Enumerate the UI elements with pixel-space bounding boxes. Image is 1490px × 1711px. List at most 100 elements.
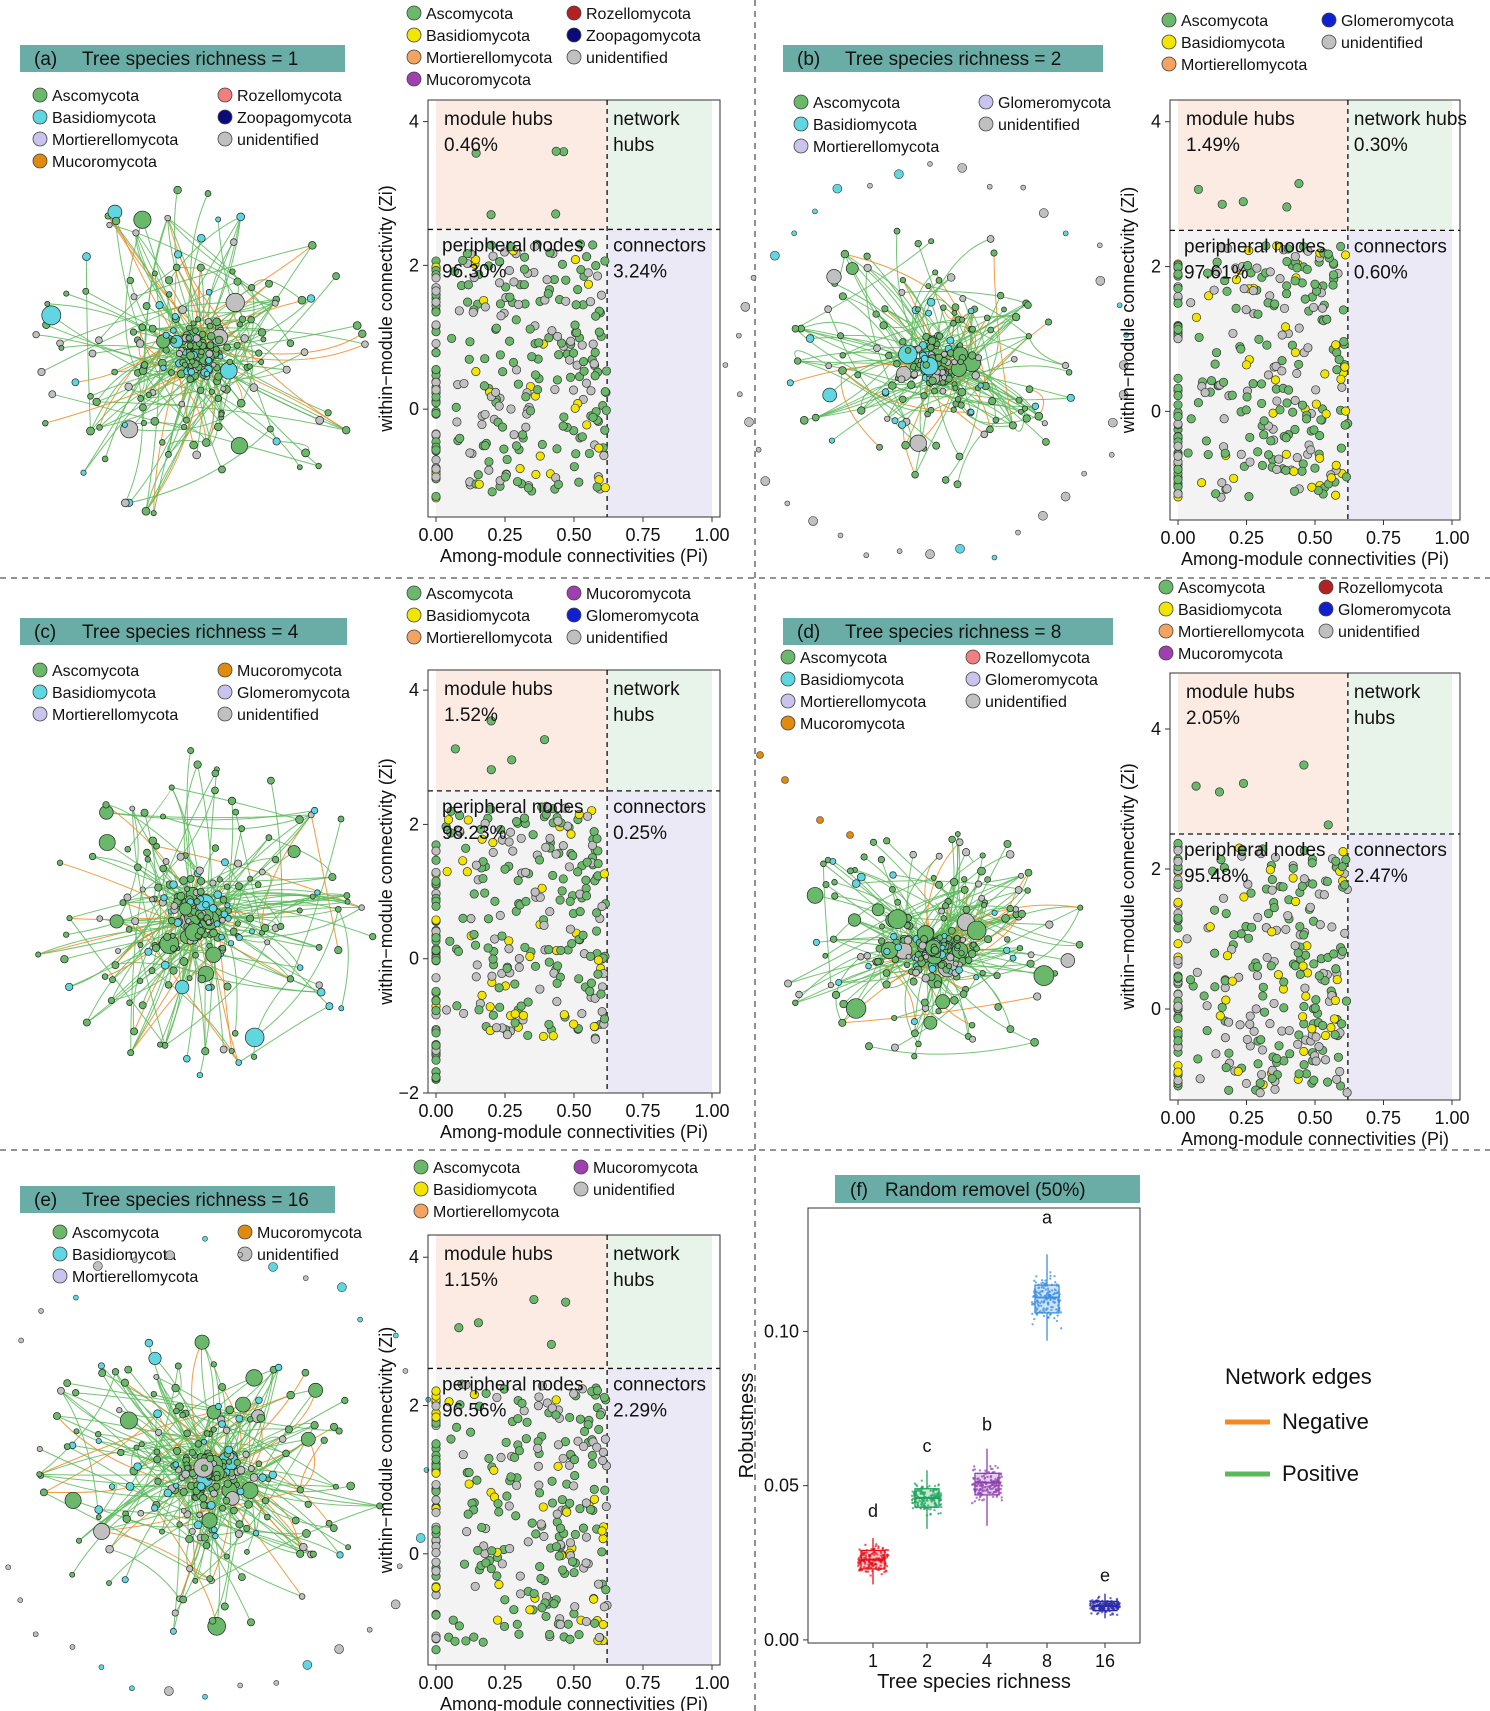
network-node [901, 440, 910, 450]
scatter-point [1238, 197, 1248, 207]
network-node [138, 1441, 145, 1448]
network-node [186, 351, 195, 360]
scatter-point [1252, 971, 1262, 981]
network-node [975, 354, 982, 362]
network-node [178, 305, 187, 315]
scatter-point [552, 444, 562, 454]
scatter-point [520, 942, 530, 952]
scatter-point [448, 1615, 458, 1625]
network-node [923, 1015, 938, 1030]
network-node [148, 324, 157, 333]
network-node [200, 1533, 209, 1542]
scatter-point [569, 462, 579, 472]
jitter-point [877, 1546, 880, 1550]
scatter-point [1307, 482, 1317, 492]
scatter-point [1257, 1045, 1268, 1055]
network-node [827, 981, 835, 989]
network-node [786, 379, 794, 387]
network-node [297, 295, 307, 305]
scatter-point [586, 386, 596, 396]
zipi-legend-item: Mucoromycota [426, 72, 531, 89]
network-node [188, 1527, 196, 1535]
network-node [218, 465, 226, 474]
scatter-point [1265, 1019, 1275, 1029]
quadrant-value: 2.29% [613, 1400, 667, 1421]
scatter-point [431, 1507, 441, 1518]
scatter-point [1299, 760, 1309, 770]
scatter-point [536, 1519, 546, 1529]
network-node [245, 1369, 263, 1387]
network-node [831, 990, 841, 999]
network-node [155, 1428, 163, 1436]
scatter-point [446, 1434, 456, 1444]
y-axis-label: within−module connectivity (Zi) [376, 758, 396, 1006]
network-edge [167, 440, 207, 455]
zipi-legend-item: unidentified [1341, 35, 1423, 52]
network-edge [167, 375, 196, 455]
scatter-point [464, 1467, 474, 1477]
network-node [325, 1002, 334, 1011]
network-node [935, 277, 943, 284]
network-node [182, 361, 188, 368]
network-node [247, 1618, 255, 1627]
network-node [192, 327, 199, 334]
scatter-point [1340, 362, 1350, 372]
scatter-point [431, 1645, 441, 1655]
scatter-point [431, 867, 441, 877]
scatter-point [1210, 905, 1220, 915]
scatter-point [508, 357, 519, 368]
network-node [337, 1282, 347, 1293]
scatter-point [575, 239, 585, 249]
x-tick-label: 0.75 [625, 1101, 660, 1121]
scatter-point [470, 940, 481, 950]
scatter-point [1311, 995, 1321, 1005]
jitter-point [999, 1481, 1002, 1484]
scatter-point [471, 972, 481, 982]
network-node [300, 348, 309, 357]
scatter-point [1252, 962, 1262, 972]
scatter-point [1322, 876, 1332, 887]
x-tick-label: 1.00 [1434, 528, 1469, 548]
scatter-point [1302, 264, 1312, 274]
legend-swatch-unidentified [1318, 623, 1334, 639]
scatter-point [534, 855, 545, 865]
scatter-point [1336, 374, 1346, 384]
network-node [218, 1420, 226, 1428]
network-edge [38, 1371, 116, 1475]
y-tick-label: 2 [1151, 859, 1161, 879]
network-node [309, 1550, 317, 1558]
scatter-point [1211, 489, 1221, 499]
network-node [909, 434, 927, 452]
scatter-point [471, 860, 481, 870]
scatter-point [1314, 971, 1324, 981]
network-node [182, 416, 190, 424]
scatter-point [1340, 250, 1351, 260]
scatter-point [479, 381, 489, 391]
network-node [1062, 230, 1069, 237]
significance-letter: d [868, 1501, 878, 1521]
scatter-point [545, 1629, 555, 1639]
network-node [186, 324, 193, 332]
network-node [195, 316, 202, 323]
scatter-point [591, 311, 601, 321]
scatter-point [1241, 305, 1251, 315]
network-node [954, 943, 961, 950]
scatter-point [1269, 998, 1279, 1008]
network-node [925, 309, 932, 317]
legend-swatch-basidiomycota [413, 1181, 429, 1197]
scatter-point [1294, 1069, 1304, 1079]
scatter-point [442, 866, 452, 877]
scatter-point [558, 841, 568, 851]
scatter-point [1229, 473, 1239, 483]
scatter-point [1292, 368, 1302, 379]
network-node [1065, 369, 1073, 376]
network-node [94, 1505, 103, 1514]
scatter-point [597, 901, 607, 911]
x-tick-label: 0.25 [487, 525, 522, 545]
scatter-point [1301, 414, 1312, 424]
quadrant-value: 1.52% [444, 705, 498, 726]
network-node [153, 1448, 161, 1456]
network-node [176, 1521, 183, 1528]
scatter-point [491, 387, 501, 397]
